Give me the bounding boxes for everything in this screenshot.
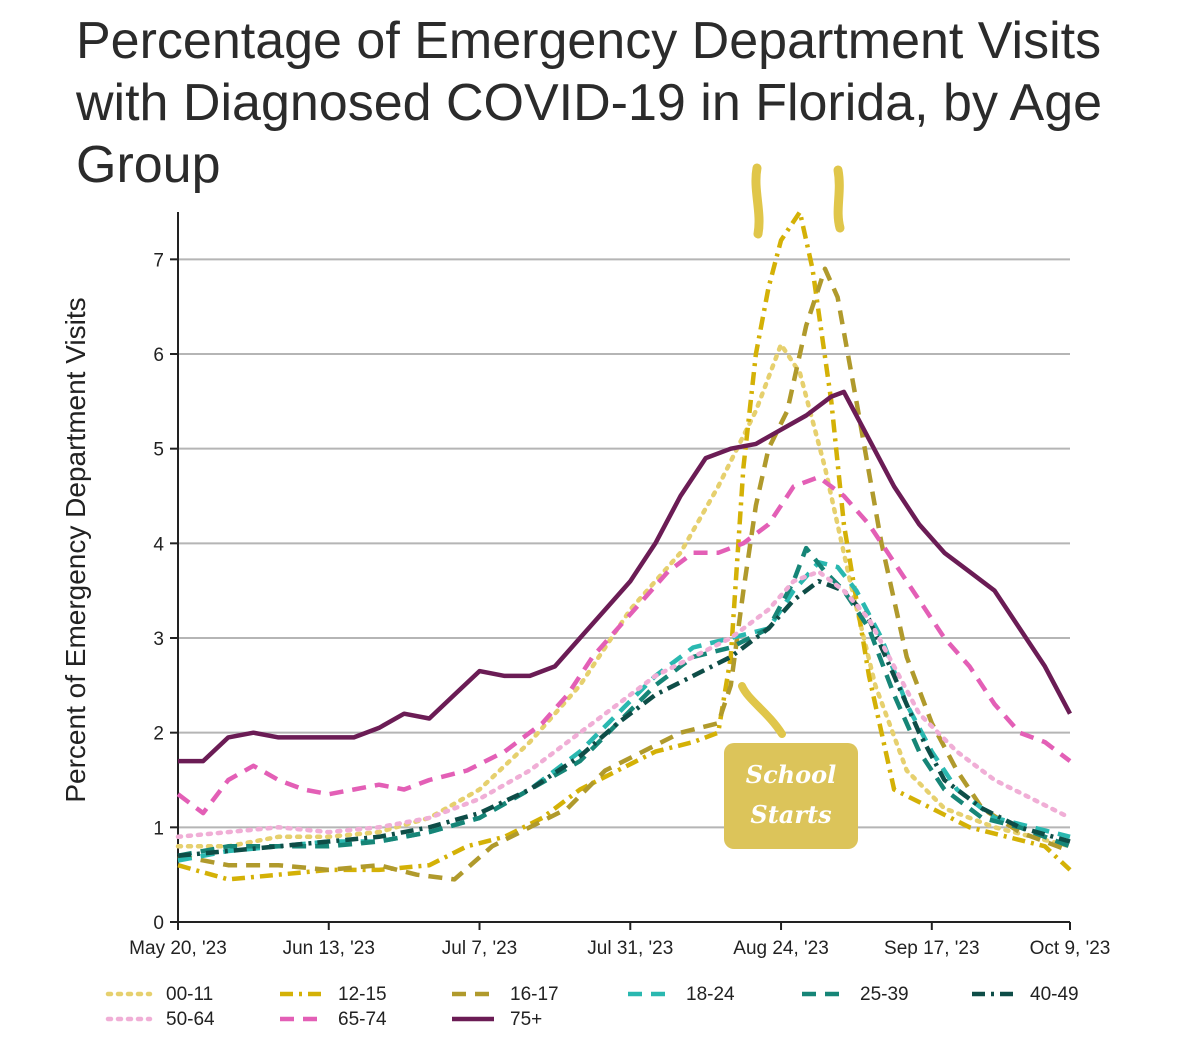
y-tick-label: 7: [153, 250, 164, 271]
legend-label-18-24: 18-24: [686, 984, 735, 1005]
chart-title: Percentage of Emergency Department Visit…: [76, 12, 1103, 194]
legend-label-75+: 75+: [510, 1009, 542, 1030]
legend: 00-11 12-15 16-17 18-24 25-39 40-49 50-64 65-74…: [105, 984, 1079, 1030]
x-tick-labels: May 20, '23 Jun 13, '23 Jul 7, '23 Jul 31, …: [129, 938, 1110, 959]
school-starts-box: [724, 743, 858, 849]
legend-label-50-64: 50-64: [166, 1009, 215, 1030]
axes: [170, 212, 1071, 930]
series-line-00-11: [175, 342, 1073, 849]
x-tick-label: Jul 7, '23: [442, 938, 517, 959]
x-tick-label: Jun 13, '23: [283, 938, 375, 959]
y-tick-label: 6: [153, 345, 164, 366]
y-tick-label: 0: [153, 913, 164, 934]
series-lines: [175, 209, 1073, 882]
series-line-16-17: [177, 266, 1071, 882]
legend-label-65-74: 65-74: [338, 1009, 387, 1030]
x-tick-label: May 20, '23: [129, 938, 227, 959]
legend-label-25-39: 25-39: [860, 984, 909, 1005]
school-starts-line1: School: [746, 760, 837, 789]
series-line-12-15: [177, 209, 1072, 882]
y-tick-labels: 0 1 2 3 4 5 6 7: [153, 250, 164, 934]
grid-lines: [178, 258, 1070, 829]
y-tick-label: 1: [153, 818, 164, 839]
series-line-65-74: [176, 474, 1072, 816]
x-tick-label: Oct 9, '23: [1030, 938, 1111, 959]
series-line-75+: [178, 389, 1072, 764]
legend-label-40-49: 40-49: [1030, 984, 1079, 1005]
school-starts-line2: Starts: [750, 800, 832, 829]
y-tick-label: 3: [153, 629, 164, 650]
x-tick-label: Sep 17, '23: [884, 938, 980, 959]
series-line-18-24: [177, 560, 1071, 863]
annotations: School Starts: [724, 163, 858, 849]
y-tick-label: 2: [153, 724, 164, 745]
highlight-mark-right: [833, 165, 845, 233]
series-line-40-49: [177, 578, 1071, 858]
highlight-mark-left: [751, 163, 764, 239]
series-line-50-64: [175, 569, 1073, 840]
x-tick-label: Jul 31, '23: [587, 938, 673, 959]
x-tick-label: Aug 24, '23: [733, 938, 829, 959]
legend-label-12-15: 12-15: [338, 984, 387, 1005]
legend-label-00-11: 00-11: [166, 984, 213, 1005]
legend-label-16-17: 16-17: [510, 984, 559, 1005]
y-tick-label: 5: [153, 440, 164, 461]
y-tick-label: 4: [153, 534, 164, 555]
school-starts-arrow: [738, 682, 786, 738]
